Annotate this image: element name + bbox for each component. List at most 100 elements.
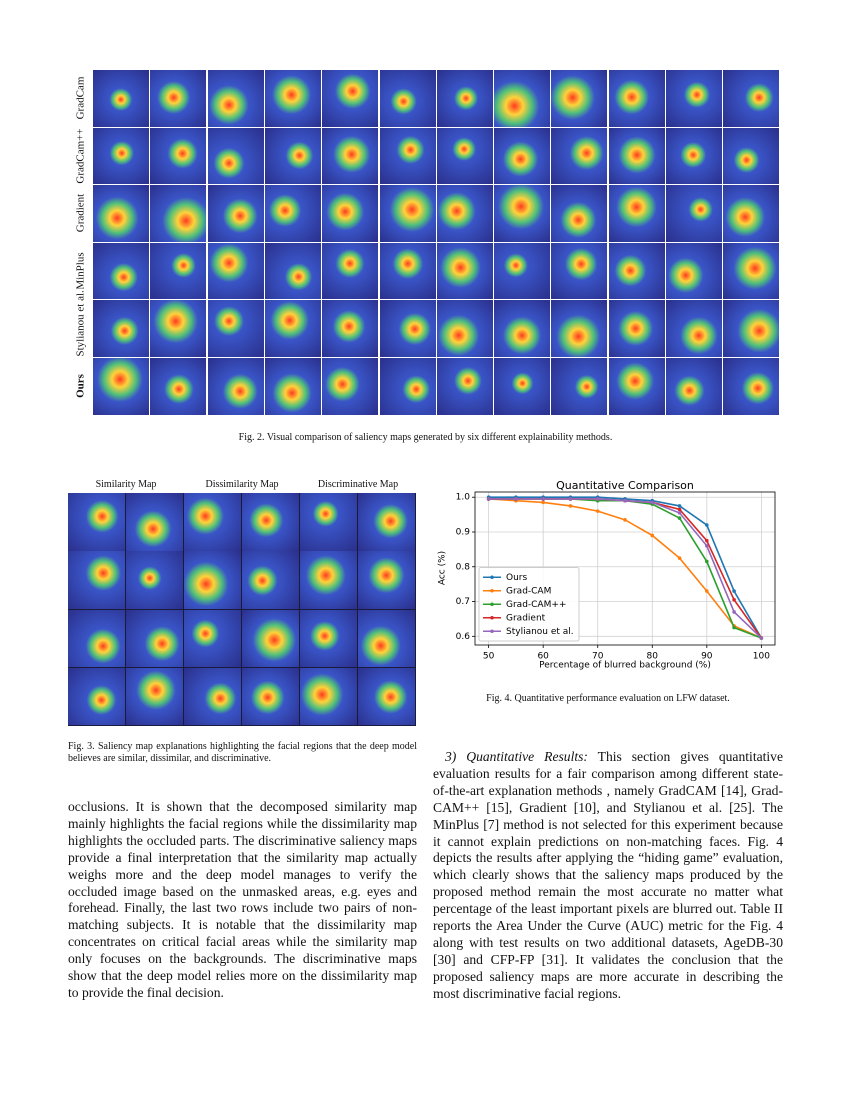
x-tick-label: 100 <box>753 652 770 662</box>
saliency-image <box>494 127 551 185</box>
saliency-image <box>551 242 608 300</box>
saliency-image <box>300 609 358 667</box>
row-label: Ours <box>73 357 88 415</box>
y-tick-label: 0.9 <box>456 527 471 537</box>
saliency-image <box>608 242 665 300</box>
section-heading: 3) Quantitative Results: <box>445 749 588 764</box>
saliency-image <box>126 493 184 551</box>
row-label: GradCam <box>73 69 88 127</box>
saliency-image <box>551 358 608 415</box>
saliency-image <box>93 70 149 127</box>
left-column-text: occlusions. It is shown that the decompo… <box>68 799 417 1000</box>
saliency-image <box>242 493 300 551</box>
figure-4-caption: Fig. 4. Quantitative performance evaluat… <box>486 693 730 704</box>
saliency-image <box>68 493 126 551</box>
saliency-image <box>379 358 436 415</box>
saliency-image <box>184 609 242 667</box>
legend-label: Grad-CAM <box>506 586 551 596</box>
saliency-image <box>322 300 379 357</box>
saliency-image <box>436 242 493 300</box>
saliency-image <box>264 242 321 300</box>
data-point <box>732 610 736 614</box>
saliency-image <box>126 551 184 609</box>
saliency-image <box>494 242 551 300</box>
saliency-image <box>723 300 780 357</box>
saliency-image <box>494 70 551 127</box>
saliency-image <box>379 242 436 300</box>
saliency-image <box>300 493 358 551</box>
saliency-image <box>723 70 780 127</box>
data-point <box>705 523 709 527</box>
saliency-image <box>551 185 608 242</box>
data-point <box>705 544 709 548</box>
column-label: Similarity Map <box>95 479 157 490</box>
data-point <box>514 497 518 501</box>
data-point <box>759 636 764 640</box>
saliency-image <box>666 70 722 127</box>
saliency-image <box>608 300 665 357</box>
x-axis-label: Percentage of blurred background (%) <box>539 661 711 671</box>
saliency-image <box>68 551 126 609</box>
data-point <box>486 497 491 501</box>
saliency-image <box>242 667 300 726</box>
saliency-image <box>126 667 184 726</box>
figure-3-caption: Fig. 3. Saliency map explanations highli… <box>68 741 417 764</box>
saliency-image <box>207 300 264 357</box>
saliency-image <box>608 185 665 242</box>
y-tick-label: 0.8 <box>456 562 471 572</box>
chart: Quantitative Comparison Percentage of bl… <box>438 479 776 671</box>
data-point <box>568 497 573 501</box>
saliency-image <box>68 667 126 726</box>
saliency-image <box>608 358 665 415</box>
right-column-text: 3) Quantitative Results: This section gi… <box>433 749 783 1003</box>
saliency-image <box>93 185 149 242</box>
y-tick-label: 0.6 <box>456 632 471 642</box>
saliency-image <box>379 127 436 185</box>
data-point <box>595 509 600 513</box>
saliency-image <box>184 551 242 609</box>
figure-3 <box>68 493 416 726</box>
data-point <box>705 589 709 593</box>
figure-2: GradCam GradCam++ Gradient MinPlus Stylianou… <box>70 69 781 416</box>
x-tick-label: 60 <box>537 652 549 662</box>
data-point <box>541 497 545 501</box>
legend-label: Ours <box>506 573 527 583</box>
saliency-image <box>264 127 321 185</box>
saliency-image <box>608 70 665 127</box>
saliency-image <box>723 185 780 242</box>
saliency-image <box>300 667 358 726</box>
data-point <box>732 589 736 593</box>
saliency-image <box>93 358 149 415</box>
data-point <box>623 518 627 522</box>
saliency-image <box>666 300 722 357</box>
saliency-image <box>207 358 264 415</box>
saliency-image <box>666 358 722 415</box>
row-label: Gradient <box>73 184 88 242</box>
saliency-image <box>436 185 493 242</box>
saliency-image <box>150 358 207 415</box>
figure-2-caption: Fig. 2. Visual comparison of saliency ma… <box>238 432 613 443</box>
saliency-image <box>322 185 379 242</box>
saliency-image <box>436 70 493 127</box>
data-point <box>732 625 736 630</box>
saliency-image <box>666 127 722 185</box>
data-point <box>677 556 682 560</box>
data-point <box>595 497 600 501</box>
data-point <box>650 500 655 505</box>
saliency-image <box>150 242 207 300</box>
saliency-image <box>150 70 207 127</box>
saliency-image <box>723 358 780 415</box>
saliency-image <box>723 242 780 300</box>
saliency-image <box>551 70 608 127</box>
column-label: Discriminative Map <box>317 479 399 490</box>
saliency-image <box>93 127 149 185</box>
plot-frame <box>474 491 776 646</box>
legend-marker <box>490 602 494 607</box>
saliency-image <box>207 127 264 185</box>
data-point <box>677 516 682 520</box>
saliency-image <box>184 667 242 726</box>
data-point <box>541 500 545 505</box>
legend-marker <box>490 575 494 580</box>
saliency-image <box>322 127 379 185</box>
saliency-image <box>379 300 436 357</box>
